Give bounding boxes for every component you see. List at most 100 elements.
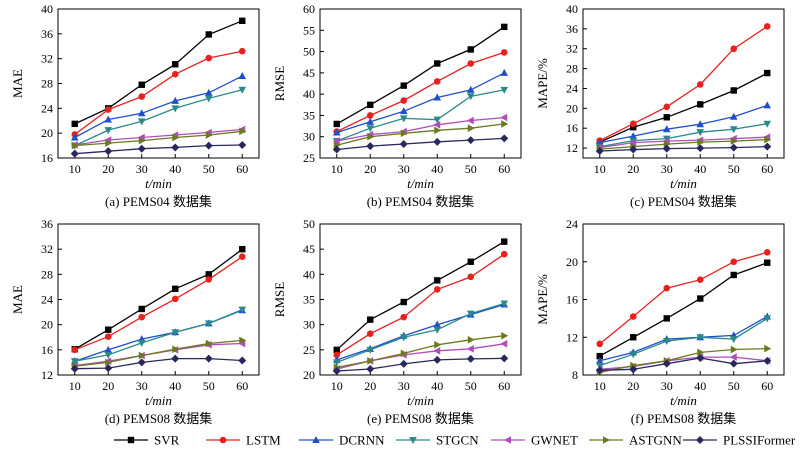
marker-stgcn bbox=[399, 334, 408, 342]
y-tick-label: 24 bbox=[41, 101, 53, 115]
marker-plssiformer bbox=[366, 142, 375, 151]
y-tick-label: 20 bbox=[303, 368, 315, 382]
series-line-astgnn bbox=[74, 339, 243, 367]
y-tick-label: 36 bbox=[41, 27, 53, 41]
y-tick-label: 55 bbox=[303, 23, 315, 37]
marker-plssiformer bbox=[696, 436, 704, 444]
plot-frame bbox=[582, 223, 785, 376]
marker-svr bbox=[400, 82, 407, 89]
series-line-astgnn bbox=[599, 347, 768, 373]
series-line-lstm bbox=[599, 251, 768, 345]
marker-svr bbox=[697, 295, 704, 302]
x-tick-label: 60 bbox=[498, 379, 510, 393]
marker-plssiformer bbox=[729, 143, 738, 152]
y-tick-label: 50 bbox=[303, 217, 315, 231]
marker-stgcn bbox=[366, 346, 375, 354]
marker-lstm bbox=[400, 97, 408, 104]
marker-plssiformer bbox=[433, 137, 442, 146]
legend-label-plssiformer: PLSSIFormer bbox=[723, 433, 796, 448]
marker-lstm bbox=[366, 112, 374, 119]
legend-label-astgnn: ASTGNN bbox=[629, 433, 682, 448]
chart-panel-4: 12 16 20 24 28 32 36 10 20 30 40 50 60 MAE t/min (d) PE… bbox=[10, 217, 260, 426]
marker-astgnn bbox=[730, 345, 738, 354]
marker-stgcn bbox=[399, 115, 408, 123]
series-line-plssiformer bbox=[599, 357, 768, 371]
y-tick-label: 35 bbox=[303, 293, 315, 307]
marker-plssiformer bbox=[696, 354, 705, 363]
y-tick-label: 36 bbox=[566, 22, 578, 36]
legend-label-lstm: LSTM bbox=[246, 433, 281, 448]
marker-lstm bbox=[205, 276, 213, 283]
marker-plssiformer bbox=[399, 359, 408, 368]
marker-svr bbox=[630, 124, 637, 131]
marker-svr bbox=[105, 326, 112, 333]
marker-dcrnn bbox=[500, 68, 509, 76]
y-tick-label: 8 bbox=[572, 368, 578, 382]
series-line-gwnet bbox=[74, 128, 243, 146]
legend-label-gwnet: GWNET bbox=[531, 433, 578, 448]
marker-svr bbox=[434, 277, 441, 284]
y-tick-label: 35 bbox=[303, 108, 315, 122]
marker-gwnet bbox=[433, 347, 441, 355]
marker-svr bbox=[501, 23, 508, 31]
marker-svr bbox=[764, 259, 771, 266]
marker-lstm bbox=[171, 70, 179, 78]
marker-lstm bbox=[71, 346, 79, 354]
marker-plssiformer bbox=[70, 364, 79, 373]
marker-lstm bbox=[596, 340, 604, 348]
marker-svr bbox=[730, 87, 737, 94]
marker-plssiformer bbox=[696, 144, 705, 153]
marker-svr bbox=[127, 436, 135, 444]
x-tick-label: 40 bbox=[169, 379, 181, 393]
marker-astgnn bbox=[467, 124, 475, 132]
marker-astgnn bbox=[764, 344, 772, 353]
x-tick-label: 50 bbox=[465, 162, 477, 176]
chart-panel-3: 12 16 20 24 28 32 36 40 10 20 30 40 50 60 MAPE/% t/min (… bbox=[535, 2, 785, 209]
y-tick-label: 32 bbox=[566, 42, 578, 56]
series-line-astgnn bbox=[336, 335, 505, 369]
marker-lstm bbox=[500, 49, 508, 56]
y-tick-label: 30 bbox=[303, 130, 315, 144]
series-line-svr bbox=[74, 20, 243, 125]
marker-lstm bbox=[171, 295, 179, 303]
marker-astgnn bbox=[367, 132, 375, 141]
marker-svr bbox=[333, 346, 340, 354]
x-axis-label: t/min bbox=[407, 393, 434, 408]
series-line-lstm bbox=[74, 256, 243, 351]
marker-gwnet bbox=[504, 436, 511, 444]
marker-lstm bbox=[730, 45, 738, 53]
marker-plssiformer bbox=[238, 356, 247, 365]
y-tick-label: 28 bbox=[566, 62, 578, 76]
marker-astgnn bbox=[764, 135, 772, 144]
y-tick-label: 32 bbox=[41, 52, 53, 66]
marker-lstm bbox=[104, 106, 112, 113]
series-line-plssiformer bbox=[74, 144, 243, 155]
marker-lstm bbox=[467, 273, 475, 281]
series-line-stgcn bbox=[74, 89, 243, 147]
marker-astgnn bbox=[400, 129, 408, 138]
x-tick-label: 60 bbox=[236, 162, 248, 176]
x-tick-label: 30 bbox=[398, 162, 410, 176]
marker-svr bbox=[138, 305, 145, 313]
x-tick-label: 40 bbox=[431, 379, 443, 393]
x-tick-label: 20 bbox=[102, 162, 114, 176]
x-axis-label: t/min bbox=[670, 176, 697, 191]
marker-plssiformer bbox=[662, 144, 671, 153]
marker-svr bbox=[663, 114, 670, 121]
marker-svr bbox=[367, 316, 374, 323]
marker-svr bbox=[205, 271, 212, 278]
marker-plssiformer bbox=[500, 354, 509, 363]
marker-svr bbox=[467, 46, 474, 53]
marker-dcrnn bbox=[696, 120, 705, 128]
x-tick-label: 20 bbox=[364, 162, 376, 176]
marker-astgnn bbox=[138, 136, 146, 145]
marker-gwnet bbox=[332, 137, 340, 145]
marker-plssiformer bbox=[104, 364, 113, 373]
marker-stgcn bbox=[763, 315, 772, 323]
marker-lstm bbox=[696, 81, 704, 88]
marker-svr bbox=[467, 258, 474, 265]
marker-svr bbox=[239, 17, 246, 24]
legend-label-svr: SVR bbox=[154, 433, 180, 448]
y-tick-label: 28 bbox=[41, 77, 53, 91]
